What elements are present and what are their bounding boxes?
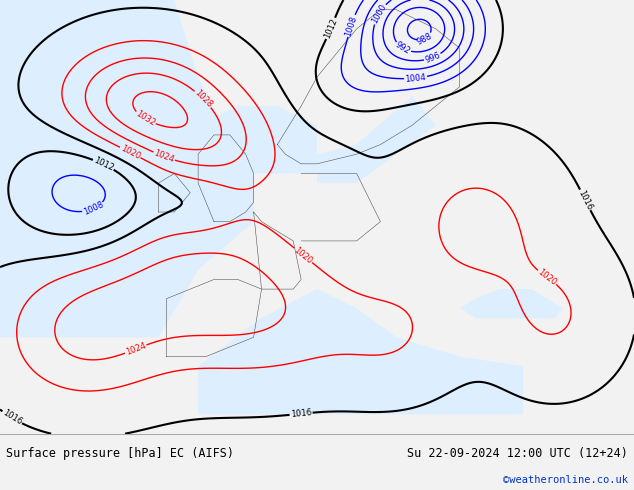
Text: 992: 992 — [394, 40, 412, 56]
Text: ©weatheronline.co.uk: ©weatheronline.co.uk — [503, 475, 628, 486]
Text: 1008: 1008 — [82, 200, 105, 217]
Text: 1028: 1028 — [193, 88, 214, 110]
Text: 1020: 1020 — [119, 144, 141, 161]
Polygon shape — [0, 0, 254, 434]
Text: 1004: 1004 — [404, 73, 427, 84]
Text: 1016: 1016 — [576, 189, 594, 211]
Text: 996: 996 — [424, 50, 442, 65]
Text: 1008: 1008 — [344, 14, 359, 37]
Text: 1012: 1012 — [92, 156, 115, 173]
Text: 1032: 1032 — [134, 109, 157, 128]
Text: 1024: 1024 — [124, 341, 147, 357]
Text: 1024: 1024 — [153, 148, 176, 164]
Polygon shape — [460, 289, 563, 318]
Text: 1020: 1020 — [536, 267, 559, 287]
Text: Surface pressure [hPa] EC (AIFS): Surface pressure [hPa] EC (AIFS) — [6, 447, 235, 460]
Text: 1016: 1016 — [1, 409, 23, 427]
Text: 988: 988 — [415, 31, 433, 47]
Text: 1012: 1012 — [323, 17, 339, 40]
Text: 1020: 1020 — [292, 245, 314, 266]
Polygon shape — [198, 106, 317, 173]
Text: Su 22-09-2024 12:00 UTC (12+24): Su 22-09-2024 12:00 UTC (12+24) — [407, 447, 628, 460]
Text: 1016: 1016 — [290, 408, 312, 419]
Polygon shape — [198, 289, 523, 415]
Text: 1000: 1000 — [370, 2, 388, 25]
Polygon shape — [317, 97, 436, 183]
